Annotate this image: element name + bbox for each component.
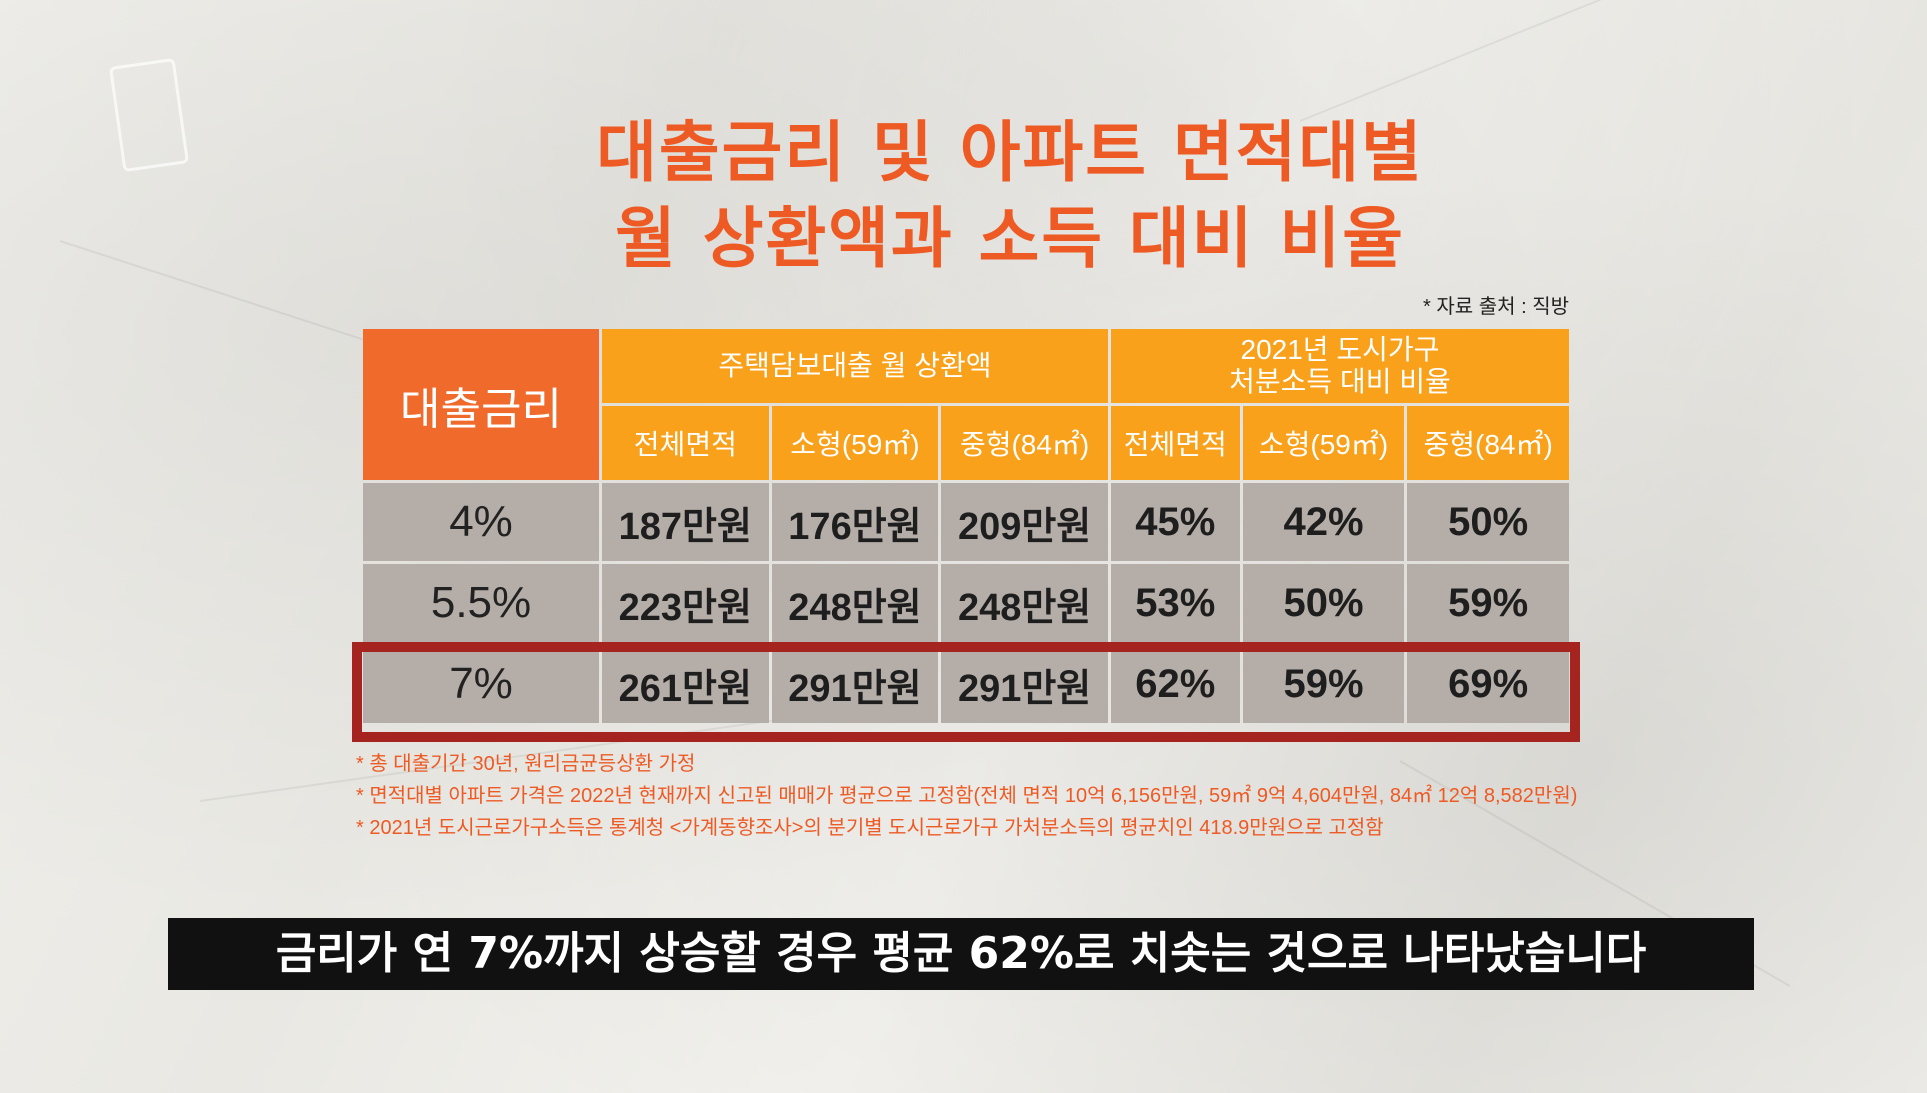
subheader-total-area: 전체면적 (602, 406, 769, 480)
table-cell: 42% (1242, 483, 1405, 561)
table-cell: 62% (1110, 645, 1240, 723)
table-row: 4% 187만원 176만원 209만원 45% 42% 50% (363, 483, 1569, 561)
header-income-ratio: 2021년 도시가구 처분소득 대비 비율 (1110, 329, 1569, 403)
row-rate: 4% (363, 483, 599, 561)
page-title: 대출금리 및 아파트 면적대별 월 상환액과 소득 대비 비율 (380, 110, 1640, 282)
table-cell: 187만원 (602, 483, 769, 561)
footnote: * 면적대별 아파트 가격은 2022년 현재까지 신고된 매매가 평균으로 고… (356, 785, 1578, 807)
row-rate: 7% (363, 645, 599, 723)
subheader-total-area-ratio: 전체면적 (1110, 406, 1240, 480)
header-monthly-repayment: 주택담보대출 월 상환액 (602, 329, 1108, 403)
footnote: * 2021년 도시근로가구소득은 통계청 <가계동향조사>의 분기별 도시근로… (356, 817, 1384, 839)
table-cell: 59% (1407, 564, 1569, 642)
highlight-box (352, 642, 1580, 742)
table-row: 5.5% 223만원 248만원 248만원 53% 50% 59% (363, 564, 1569, 642)
table-cell: 176만원 (771, 483, 939, 561)
table-row-highlighted: 7% 261만원 291만원 291만원 62% 59% 69% (363, 645, 1569, 723)
subheader-medium-84-ratio: 중형(84㎡) (1407, 406, 1569, 480)
table-cell: 59% (1242, 645, 1405, 723)
footnotes: * 총 대출기간 30년, 원리금균등상환 가정 * 면적대별 아파트 가격은 … (356, 748, 1577, 844)
table-cell: 248만원 (771, 564, 939, 642)
row-rate: 5.5% (363, 564, 599, 642)
table-cell: 291만원 (771, 645, 939, 723)
table-cell: 223만원 (602, 564, 769, 642)
video-subtitle: 금리가 연 7%까지 상승할 경우 평균 62%로 치솟는 것으로 나타났습니다 (168, 918, 1754, 990)
loan-ratio-table: 대출금리 주택담보대출 월 상환액 2021년 도시가구 처분소득 대비 비율 … (360, 326, 1572, 726)
table-cell: 248만원 (941, 564, 1108, 642)
table-cell: 45% (1110, 483, 1240, 561)
subheader-small-59-ratio: 소형(59㎡) (1242, 406, 1405, 480)
header-loan-rate: 대출금리 (363, 329, 599, 480)
footnote: * 총 대출기간 30년, 원리금균등상환 가정 (356, 753, 696, 775)
header-income-ratio-line-2: 처분소득 대비 비율 (1229, 366, 1451, 397)
table-cell: 69% (1407, 645, 1569, 723)
subheader-medium-84: 중형(84㎡) (941, 406, 1108, 480)
title-line-2: 월 상환액과 소득 대비 비율 (615, 200, 1405, 277)
table-cell: 209만원 (941, 483, 1108, 561)
table-cell: 50% (1242, 564, 1405, 642)
header-income-ratio-line-1: 2021년 도시가구 (1240, 334, 1440, 365)
table-cell: 50% (1407, 483, 1569, 561)
table-cell: 53% (1110, 564, 1240, 642)
source-note: * 자료 출처 : 직방 (1423, 296, 1569, 318)
table-cell: 261만원 (602, 645, 769, 723)
subheader-small-59: 소형(59㎡) (771, 406, 939, 480)
table-cell: 291만원 (941, 645, 1108, 723)
title-line-1: 대출금리 및 아파트 면적대별 (596, 114, 1424, 191)
